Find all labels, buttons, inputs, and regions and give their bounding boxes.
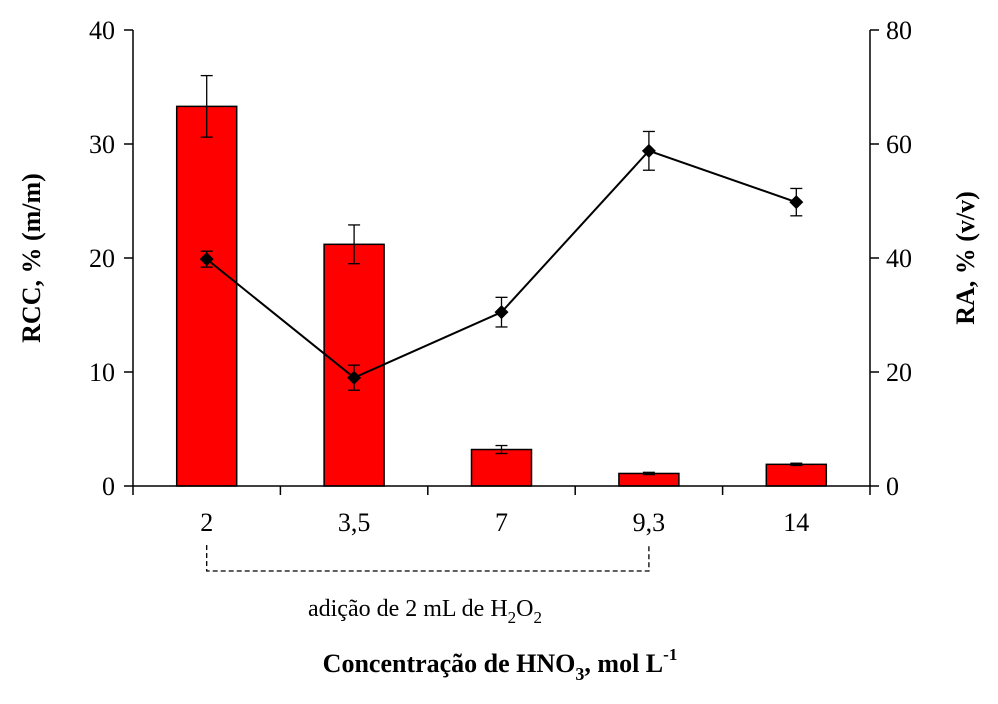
ra-point-1	[347, 370, 362, 385]
y2-tick-label-3: 60	[886, 130, 912, 159]
x-tick-label-1: 3,5	[338, 508, 371, 537]
bar-0	[175, 105, 238, 487]
ra-point-0	[199, 252, 214, 267]
annotation-text: adição de 2 mL de H2O2	[308, 596, 542, 627]
y-tick-label-2: 20	[89, 244, 115, 273]
bars	[175, 105, 828, 487]
annotation-mid: O	[516, 596, 533, 622]
bar-4	[765, 463, 828, 487]
ra-line	[206, 149, 797, 379]
y2-tick-label-0: 0	[886, 472, 899, 501]
annotation-bracket	[206, 545, 650, 572]
bar-2	[470, 448, 533, 487]
bar-error-bars	[200, 74, 803, 476]
annotation-sub2: 2	[534, 608, 543, 627]
x-tick-label-3: 9,3	[633, 508, 666, 537]
annotation-prefix: adição de 2 mL de H	[308, 596, 508, 622]
y-tick-label-0: 0	[102, 472, 115, 501]
x-axis-title-sub: 3	[575, 664, 584, 684]
y2-tick-label-2: 40	[886, 244, 912, 273]
ra-point-3	[641, 143, 656, 158]
ra-point-4	[789, 195, 804, 210]
y-tick-label-4: 40	[89, 16, 115, 45]
x-axis-title-tail: , mol L	[584, 649, 663, 678]
y-axis-title: RCC, % (m/m)	[17, 173, 46, 343]
x-tick-label-4: 14	[783, 508, 809, 537]
x-tick-label-0: 2	[200, 508, 213, 537]
annotation	[206, 545, 650, 572]
y2-tick-label-4: 80	[886, 16, 912, 45]
ra-point-2	[494, 305, 509, 320]
y-tick-label-1: 10	[89, 358, 115, 387]
x-axis-title: Concentração de HNO3, mol L-1	[323, 645, 678, 684]
y2-axis-title: RA, % (v/v)	[951, 191, 980, 325]
y-tick-label-3: 30	[89, 130, 115, 159]
y2-tick-label-1: 20	[886, 358, 912, 387]
x-tick-label-2: 7	[495, 508, 508, 537]
x-axis-title-sup: -1	[663, 645, 677, 664]
annotation-sub1: 2	[508, 608, 517, 627]
bar-3	[618, 472, 680, 487]
ra-line-series	[199, 130, 804, 391]
x-axis-title-main: Concentração de HNO	[323, 649, 576, 678]
axes: 0 10 20 30 40 0 20 40 60 80 2 3,5 7 9,3 14	[89, 16, 912, 537]
